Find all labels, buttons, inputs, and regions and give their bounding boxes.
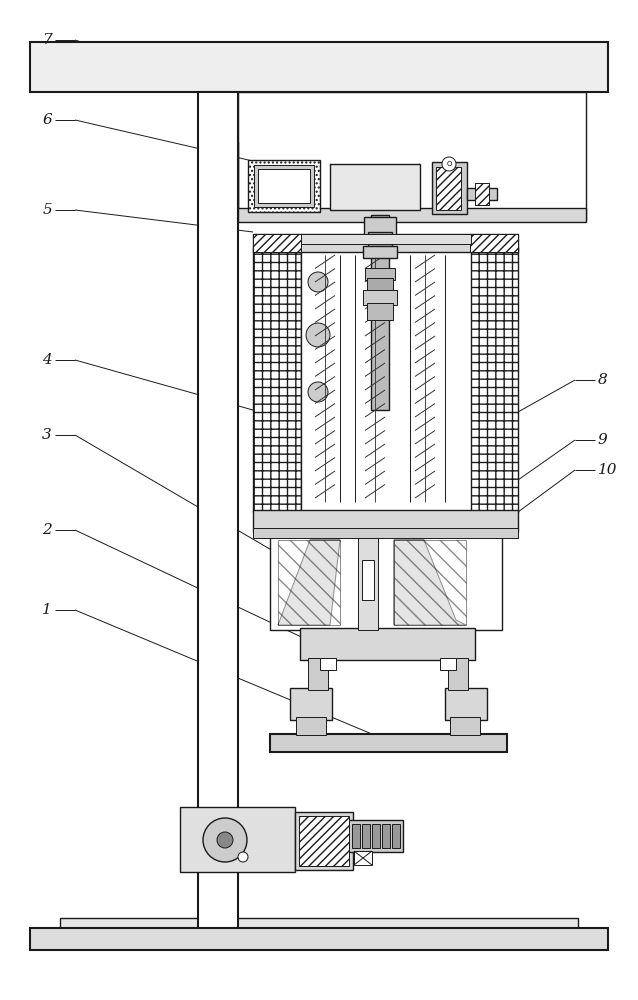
Circle shape [286, 250, 350, 314]
Bar [180, 807, 295, 872]
Text: O: O [447, 161, 452, 167]
Bar [467, 188, 497, 200]
Bar [253, 528, 518, 538]
Bar [320, 658, 336, 670]
Bar [354, 851, 372, 865]
Bar [253, 234, 301, 252]
Bar [290, 688, 332, 720]
Bar [364, 217, 396, 235]
Bar [296, 717, 326, 735]
Bar [253, 510, 518, 532]
Text: 1: 1 [42, 603, 52, 617]
Bar [363, 290, 397, 305]
Bar [301, 234, 471, 244]
Circle shape [238, 852, 248, 862]
Bar [270, 530, 502, 630]
Bar [258, 169, 310, 203]
Text: 9: 9 [598, 433, 608, 447]
Bar [372, 824, 380, 848]
Circle shape [308, 382, 328, 402]
Text: 6: 6 [42, 113, 52, 127]
Bar [475, 183, 489, 205]
Bar [363, 246, 397, 258]
Bar [352, 824, 360, 848]
Text: 8: 8 [598, 373, 608, 387]
Bar [300, 628, 475, 660]
Bar [30, 42, 608, 92]
Bar [299, 816, 349, 866]
Bar [367, 278, 393, 292]
Bar [362, 560, 374, 600]
Bar [365, 268, 395, 280]
Bar [440, 658, 456, 670]
Polygon shape [278, 540, 340, 625]
Circle shape [203, 818, 247, 862]
Circle shape [306, 323, 330, 347]
Bar [30, 928, 608, 950]
Bar [362, 824, 370, 848]
Bar [60, 918, 578, 928]
Text: 10: 10 [598, 463, 618, 477]
Circle shape [442, 157, 456, 171]
Bar [295, 812, 353, 870]
Bar [382, 824, 390, 848]
Circle shape [217, 832, 233, 848]
Bar [253, 247, 301, 512]
Bar [470, 234, 518, 252]
Bar [368, 232, 392, 250]
Polygon shape [394, 540, 466, 625]
Bar [301, 250, 471, 512]
Bar [367, 303, 393, 320]
Text: 4: 4 [42, 353, 52, 367]
Bar [436, 167, 461, 210]
Circle shape [308, 272, 328, 292]
Circle shape [286, 360, 350, 424]
Bar [254, 165, 314, 207]
Bar [330, 164, 420, 210]
Bar [238, 208, 586, 222]
Bar [238, 92, 586, 220]
Circle shape [282, 299, 354, 371]
Bar [253, 234, 518, 252]
Text: 3: 3 [42, 428, 52, 442]
Bar [432, 162, 467, 214]
Text: 5: 5 [42, 203, 52, 217]
Text: 7: 7 [42, 33, 52, 47]
Bar [448, 658, 468, 690]
Bar [371, 215, 389, 410]
Bar [450, 717, 480, 735]
Bar [348, 820, 403, 852]
Bar [270, 734, 507, 752]
Bar [358, 530, 378, 630]
Bar [445, 688, 487, 720]
Bar [394, 540, 466, 625]
Text: 2: 2 [42, 523, 52, 537]
Bar [278, 540, 340, 625]
Bar [248, 160, 320, 212]
Bar [308, 658, 328, 690]
Bar [470, 247, 518, 512]
Bar [198, 92, 238, 932]
Bar [392, 824, 400, 848]
